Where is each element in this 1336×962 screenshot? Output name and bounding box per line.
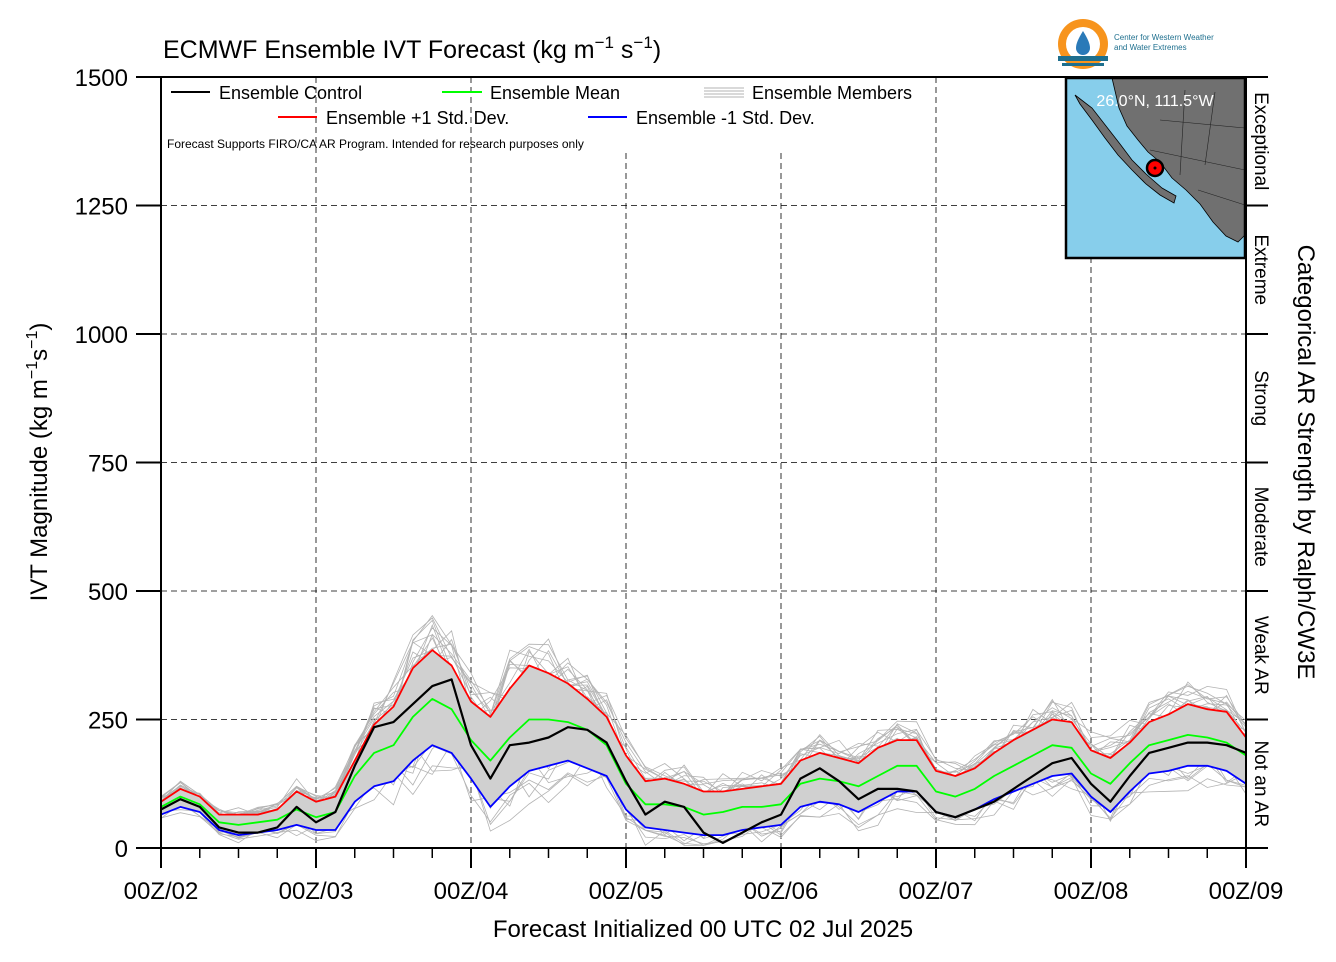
y-axis-label: IVT Magnitude (kg m−1s−1) — [24, 323, 53, 602]
grid-lines — [161, 77, 1246, 848]
mean-line — [160, 698, 1247, 826]
x-tick-label: 00Z/02 — [124, 878, 199, 905]
y-tick-label: 500 — [88, 579, 128, 606]
ar-categories: Not an AR Weak AR Moderate Strong Extreme Exc… — [1246, 76, 1271, 849]
logo-wave — [1058, 56, 1108, 61]
minus-std-line — [160, 744, 1247, 836]
y-tick-label: 0 — [115, 836, 128, 863]
map-frame — [1064, 76, 1247, 260]
legend: Ensemble Control Ensemble Mean Ensemble … — [167, 83, 912, 151]
category-label: Not an AR — [1250, 740, 1271, 827]
chart-title: ECMWF Ensemble IVT Forecast (kg m−1 s−1) — [163, 33, 661, 64]
x-tick-label: 00Z/05 — [589, 878, 664, 905]
water-drop-icon — [1076, 31, 1090, 55]
axis-ticks — [136, 76, 1247, 868]
series-lines — [160, 649, 1247, 845]
map-coordinates: 26.0°N, 111.5°W — [1096, 93, 1214, 110]
ensemble-member-line — [160, 646, 1247, 818]
x-axis-label: Forecast Initialized 00 UTC 02 Jul 2025 — [493, 916, 913, 943]
y-tick-label: 250 — [88, 708, 128, 735]
x-tick-label: 00Z/04 — [434, 878, 509, 905]
legend-label-control: Ensemble Control — [219, 83, 362, 103]
y-tick-label: 750 — [88, 451, 128, 478]
ensemble-member-line — [160, 638, 1247, 818]
y-tick-label: 1250 — [75, 194, 128, 221]
map-mainland — [1111, 77, 1246, 243]
std-dev-band — [161, 650, 1246, 836]
map-baja-peninsula — [1074, 94, 1177, 204]
axis-tick-labels: 0 250 500 750 1000 1250 1500 00Z/02 00Z/03 00Z/04… — [75, 65, 1284, 905]
disclaimer-text: Forecast Supports FIRO/CA AR Program. In… — [167, 137, 584, 151]
logo-wave — [1062, 63, 1104, 66]
x-tick-label: 00Z/09 — [1209, 878, 1284, 905]
x-tick-label: 00Z/03 — [279, 878, 354, 905]
x-tick-label: 00Z/06 — [744, 878, 819, 905]
legend-label-plus-std: Ensemble +1 Std. Dev. — [326, 108, 509, 128]
x-tick-label: 00Z/07 — [899, 878, 974, 905]
location-map: 26.0°N, 111.5°W — [1064, 76, 1247, 260]
control-line — [160, 678, 1247, 845]
x-tick-label: 00Z/08 — [1054, 878, 1129, 905]
y-tick-label: 1000 — [75, 322, 128, 349]
category-label: Strong — [1250, 370, 1271, 426]
legend-swatch-members — [704, 87, 744, 98]
category-label: Weak AR — [1250, 616, 1271, 695]
legend-label-mean: Ensemble Mean — [490, 83, 620, 103]
right-axis-label: Categorical AR Strength by Ralph/CW3E — [1292, 245, 1319, 680]
legend-label-minus-std: Ensemble -1 Std. Dev. — [636, 108, 815, 128]
logo-text-line1: Center for Western Weather — [1114, 33, 1214, 42]
location-marker-center — [1153, 166, 1157, 170]
std-dev-band-area — [161, 650, 1246, 836]
ensemble-member-line — [160, 742, 1247, 846]
category-label: Extreme — [1250, 234, 1271, 305]
y-tick-label: 1500 — [75, 65, 128, 92]
cw3e-logo: Center for Western Weather and Water Ext… — [1058, 19, 1214, 69]
legend-label-members: Ensemble Members — [752, 83, 912, 103]
map-borders — [1149, 89, 1246, 206]
category-label: Moderate — [1250, 487, 1271, 567]
category-label: Exceptional — [1250, 92, 1271, 190]
logo-text-line2: and Water Extremes — [1114, 43, 1187, 52]
plus-std-line — [160, 649, 1247, 816]
